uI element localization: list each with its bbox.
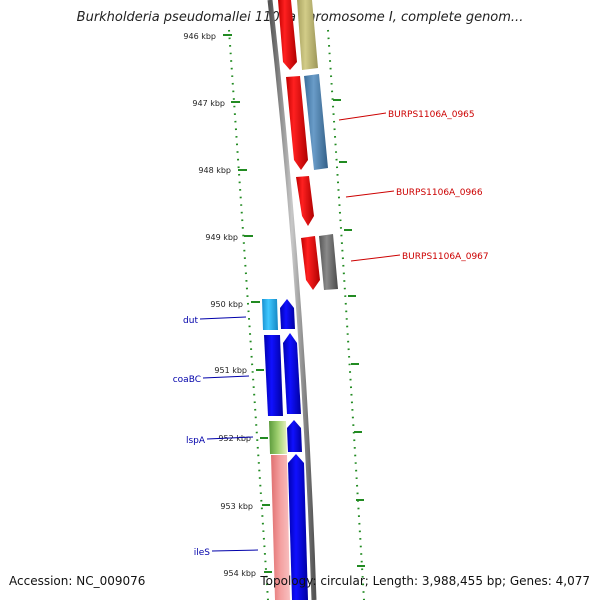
- scale-arc-inner: [228, 29, 269, 600]
- gene-lspa[interactable]: [269, 421, 287, 454]
- gene-dut[interactable]: [262, 299, 278, 330]
- chromosome-backbone: [267, 0, 317, 600]
- leader-coabc: [202, 375, 250, 379]
- kbp-label-950: 950 kbp: [210, 300, 243, 309]
- kbp-label-949: 949 kbp: [205, 233, 238, 242]
- gene-red-top[interactable]: [278, 0, 297, 70]
- gene-dut-partner[interactable]: [280, 299, 295, 329]
- leader-iles: [211, 549, 259, 552]
- leader-0965: [338, 112, 387, 121]
- kbp-label-952: 952 kbp: [218, 434, 251, 443]
- gene-iles[interactable]: [271, 455, 290, 600]
- kbp-label-954: 954 kbp: [223, 569, 256, 578]
- leader-0966: [345, 190, 395, 198]
- leader-dut: [199, 316, 247, 320]
- gene-blue-953[interactable]: [288, 454, 308, 600]
- gene-label-iles[interactable]: ileS: [194, 548, 211, 558]
- gene-label-burps1106a-0967[interactable]: BURPS1106A_0967: [402, 252, 489, 262]
- gene-red-947[interactable]: [286, 76, 308, 170]
- leader-0967: [350, 254, 401, 262]
- gene-burps1106a-0966[interactable]: [296, 176, 314, 226]
- gene-label-coabc[interactable]: coaBC: [173, 375, 201, 385]
- gene-burps1106a-0967[interactable]: [319, 234, 338, 290]
- topology-text: Topology: circular; Length: 3,988,455 bp…: [260, 574, 590, 588]
- gene-blue-951[interactable]: [283, 333, 301, 414]
- gene-burps1106a-0965[interactable]: [304, 74, 328, 170]
- kbp-label-947: 947 kbp: [192, 99, 225, 108]
- gene-khaki-top[interactable]: [297, 0, 318, 70]
- kbp-label-953: 953 kbp: [220, 502, 253, 511]
- kbp-ticks: [223, 34, 365, 573]
- kbp-label-946: 946 kbp: [183, 32, 216, 41]
- gene-label-burps1106a-0965[interactable]: BURPS1106A_0965: [388, 110, 475, 120]
- gene-red-949[interactable]: [301, 236, 320, 290]
- gene-label-lspa[interactable]: lspA: [186, 436, 206, 446]
- kbp-label-951: 951 kbp: [214, 366, 247, 375]
- gene-label-burps1106a-0966[interactable]: BURPS1106A_0966: [396, 188, 483, 198]
- gene-coabc[interactable]: [264, 335, 283, 416]
- leader-lspa: [206, 436, 254, 440]
- gene-label-dut[interactable]: dut: [183, 316, 198, 326]
- kbp-label-948: 948 kbp: [198, 166, 231, 175]
- accession-text: Accession: NC_009076: [9, 574, 146, 588]
- gene-blue-952[interactable]: [287, 420, 302, 452]
- scale-arc-outer: [327, 29, 365, 600]
